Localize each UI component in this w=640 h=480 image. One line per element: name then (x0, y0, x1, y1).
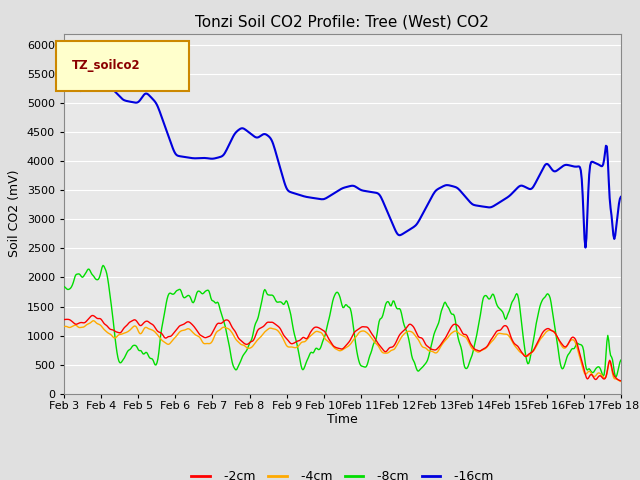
Y-axis label: Soil CO2 (mV): Soil CO2 (mV) (8, 170, 21, 257)
Legend:  -2cm,  -4cm,  -8cm,  -16cm: -2cm, -4cm, -8cm, -16cm (186, 465, 499, 480)
Text: TZ_soilco2: TZ_soilco2 (72, 59, 141, 72)
Title: Tonzi Soil CO2 Profile: Tree (West) CO2: Tonzi Soil CO2 Profile: Tree (West) CO2 (195, 15, 490, 30)
X-axis label: Time: Time (327, 413, 358, 426)
FancyBboxPatch shape (56, 41, 189, 91)
